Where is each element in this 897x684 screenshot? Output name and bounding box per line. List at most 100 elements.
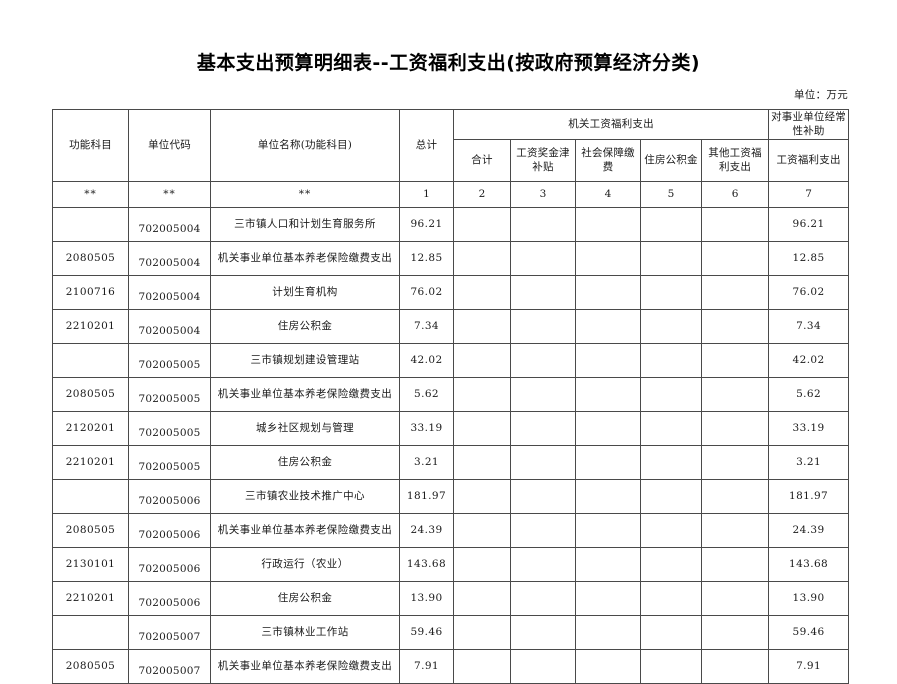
cell-func-code <box>52 343 129 378</box>
cell-unit-code-value: 702005004 <box>138 222 201 235</box>
cell-social-security <box>575 479 641 514</box>
cell-total-value: 24.39 <box>410 523 443 536</box>
cell-institution-wage: 96.21 <box>768 207 850 242</box>
cell-unit-code-value: 702005005 <box>138 392 201 405</box>
cell-unit-name-value: 住房公积金 <box>277 455 333 468</box>
cell-agency-total <box>453 309 511 344</box>
table-row: 702005005 三市镇规划建设管理站 42.02 42.02 <box>52 343 850 378</box>
colnum-other-wage: 6 <box>700 181 770 208</box>
cell-unit-name: 住房公积金 <box>210 581 400 616</box>
cell-institution-wage-value: 33.19 <box>792 421 825 434</box>
table-row: 2080505 702005005 机关事业单位基本养老保险缴费支出 5.62 5.62 <box>52 377 850 412</box>
cell-social-security <box>575 411 641 446</box>
cell-unit-code-value: 702005004 <box>138 256 201 269</box>
colnum-agency-total: 2 <box>453 181 511 208</box>
cell-institution-wage-value: 7.34 <box>796 319 822 332</box>
cell-wage-bonus <box>510 275 576 310</box>
cell-social-security <box>575 581 641 616</box>
cell-wage-bonus <box>510 547 576 582</box>
cell-total: 33.19 <box>399 411 454 446</box>
cell-agency-total <box>453 479 511 514</box>
cell-other-wage <box>700 581 770 616</box>
cell-institution-wage: 12.85 <box>768 241 850 276</box>
table-row: 2100716 702005004 计划生育机构 76.02 76.02 <box>52 275 850 310</box>
cell-institution-wage-value: 3.21 <box>796 455 822 468</box>
cell-social-security <box>575 445 641 480</box>
table-row: 2080505 702005004 机关事业单位基本养老保险缴费支出 12.85 12.… <box>52 241 850 276</box>
cell-func-code <box>52 479 129 514</box>
cell-total: 3.21 <box>399 445 454 480</box>
cell-total: 42.02 <box>399 343 454 378</box>
cell-unit-name: 三市镇林业工作站 <box>210 615 400 650</box>
cell-func-code-value: 2210201 <box>65 591 116 604</box>
cell-institution-wage-value: 12.85 <box>792 251 825 264</box>
col-header-function-subject: 功能科目 <box>52 109 129 182</box>
cell-institution-wage: 59.46 <box>768 615 850 650</box>
cell-wage-bonus <box>510 649 576 684</box>
cell-unit-name: 机关事业单位基本养老保险缴费支出 <box>210 649 400 684</box>
table-row: 2080505 702005007 机关事业单位基本养老保险缴费支出 7.91 7.91 <box>52 649 850 684</box>
unit-note: 单位：万元 <box>794 89 848 101</box>
cell-institution-wage: 76.02 <box>768 275 850 310</box>
column-number-row: ** ** ** 1 2 3 4 5 6 7 <box>52 181 850 208</box>
cell-institution-wage: 33.19 <box>768 411 850 446</box>
cell-unit-code-value: 702005004 <box>138 324 201 337</box>
cell-unit-code: 702005005 <box>128 343 211 378</box>
cell-other-wage <box>700 241 770 276</box>
cell-func-code-value: 2080505 <box>65 251 116 264</box>
cell-unit-name: 城乡社区规划与管理 <box>210 411 400 446</box>
colnum-function-subject: ** <box>52 181 129 208</box>
cell-agency-total <box>453 343 511 378</box>
cell-total-value: 33.19 <box>410 421 443 434</box>
cell-agency-total <box>453 615 511 650</box>
cell-institution-wage-value: 96.21 <box>792 217 825 230</box>
cell-institution-wage-value: 181.97 <box>788 489 829 502</box>
cell-func-code-value: 2130101 <box>65 557 116 570</box>
table-body: ** ** ** 1 2 3 4 5 6 7 702005004 三市镇人口和计划… <box>52 181 850 684</box>
cell-func-code: 2120201 <box>52 411 129 446</box>
cell-total: 7.91 <box>399 649 454 684</box>
cell-unit-name-value: 计划生育机构 <box>272 285 338 298</box>
cell-other-wage <box>700 615 770 650</box>
cell-institution-wage-value: 59.46 <box>792 625 825 638</box>
cell-total: 181.97 <box>399 479 454 514</box>
cell-total: 59.46 <box>399 615 454 650</box>
cell-institution-wage: 5.62 <box>768 377 850 412</box>
table-header: 功能科目 单位代码 单位名称(功能科目) 总计 机关工资福利支出 对事业单位经常… <box>52 109 850 182</box>
cell-func-code-value: 2120201 <box>65 421 116 434</box>
cell-unit-name-value: 住房公积金 <box>277 591 333 604</box>
table-row: 2210201 702005005 住房公积金 3.21 3.21 <box>52 445 850 480</box>
cell-social-security <box>575 615 641 650</box>
cell-func-code: 2100716 <box>52 275 129 310</box>
budget-table: 功能科目 单位代码 单位名称(功能科目) 总计 机关工资福利支出 对事业单位经常… <box>52 109 850 684</box>
colnum-func-value: ** <box>84 187 97 200</box>
cell-other-wage <box>700 513 770 548</box>
cell-agency-total <box>453 649 511 684</box>
col-group-header-institution-subsidy: 对事业单位经常性补助 <box>768 109 850 140</box>
cell-func-code: 2080505 <box>52 241 129 276</box>
cell-func-code-value: 2210201 <box>65 319 116 332</box>
cell-unit-name: 住房公积金 <box>210 309 400 344</box>
cell-unit-name: 机关事业单位基本养老保险缴费支出 <box>210 513 400 548</box>
cell-institution-wage: 13.90 <box>768 581 850 616</box>
cell-total-value: 5.62 <box>414 387 439 400</box>
cell-total-value: 3.21 <box>414 455 439 468</box>
cell-institution-wage: 7.34 <box>768 309 850 344</box>
cell-agency-total <box>453 377 511 412</box>
cell-institution-wage: 143.68 <box>768 547 850 582</box>
cell-wage-bonus <box>510 615 576 650</box>
cell-unit-code: 702005005 <box>128 411 211 446</box>
cell-housing-fund <box>640 241 702 276</box>
header-row-subcolumns: 合计 工资奖金津补贴 社会保障缴费 住房公积金 其他工资福利支出 工资福利支出 <box>53 139 850 182</box>
cell-wage-bonus <box>510 445 576 480</box>
cell-unit-name-value: 机关事业单位基本养老保险缴费支出 <box>217 387 393 400</box>
col-header-social-security: 社会保障缴费 <box>575 139 641 182</box>
cell-func-code: 2210201 <box>52 445 129 480</box>
cell-unit-name-value: 机关事业单位基本养老保险缴费支出 <box>217 523 393 536</box>
cell-institution-wage: 3.21 <box>768 445 850 480</box>
cell-housing-fund <box>640 445 702 480</box>
col-header-housing-fund: 住房公积金 <box>640 139 702 182</box>
cell-other-wage <box>700 309 770 344</box>
col-header-agency-total: 合计 <box>453 139 511 182</box>
cell-unit-code-value: 702005006 <box>138 596 201 609</box>
